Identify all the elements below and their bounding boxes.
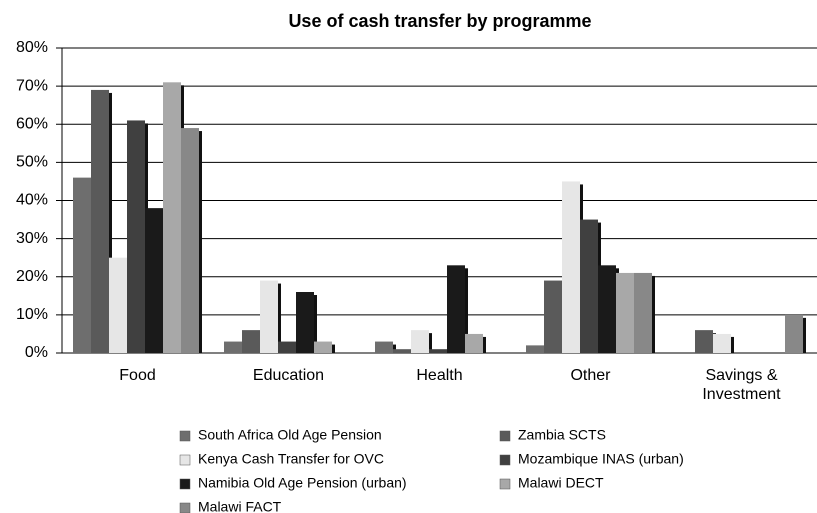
x-tick-label: Education <box>252 367 325 384</box>
bar <box>616 272 634 353</box>
bar <box>73 177 91 353</box>
legend-label: Malawi DECT <box>518 475 604 491</box>
y-tick-label: 30% <box>16 230 48 247</box>
bar <box>580 219 598 353</box>
bar <box>375 341 393 353</box>
bar <box>526 345 544 353</box>
bar <box>429 349 447 353</box>
legend-label: Malawi FACT <box>198 499 282 513</box>
legend-swatch <box>499 478 511 490</box>
bar <box>465 333 483 353</box>
x-tick-label: Food <box>119 367 156 384</box>
bar <box>91 89 109 353</box>
bar <box>296 292 314 353</box>
bar <box>260 280 278 353</box>
bar <box>447 265 465 353</box>
y-tick-label: 60% <box>16 115 48 132</box>
y-tick-label: 70% <box>16 77 48 94</box>
chart-title: Use of cash transfer by programme <box>288 11 591 31</box>
legend-label: Mozambique INAS (urban) <box>518 451 684 467</box>
bar <box>127 120 145 353</box>
bar <box>314 341 332 353</box>
bar <box>695 330 713 353</box>
bar <box>181 128 199 353</box>
bar <box>224 341 242 353</box>
legend-swatch <box>499 430 511 442</box>
y-tick-label: 40% <box>16 192 48 209</box>
legend-swatch <box>179 478 191 490</box>
x-tick-label: Other <box>570 367 611 384</box>
bar <box>562 181 580 353</box>
bar <box>634 272 652 353</box>
bar <box>544 280 562 353</box>
legend-swatch <box>499 454 511 466</box>
y-tick-label: 20% <box>16 268 48 285</box>
legend-label: Kenya Cash Transfer for OVC <box>198 451 384 467</box>
legend-swatch <box>179 430 191 442</box>
y-tick-label: 0% <box>25 344 48 361</box>
bar <box>411 330 429 353</box>
legend-swatch <box>179 454 191 466</box>
bar <box>163 82 181 353</box>
x-tick-label: Savings & Investment <box>702 367 781 403</box>
x-tick-label: Health <box>416 367 463 384</box>
legend-swatch <box>179 502 191 513</box>
bar <box>785 314 803 353</box>
y-tick-label: 80% <box>16 39 48 56</box>
bar <box>109 257 127 353</box>
legend-label: Namibia Old Age Pension (urban) <box>198 475 407 491</box>
bar <box>242 330 260 353</box>
bar <box>145 208 163 353</box>
bar <box>278 341 296 353</box>
y-tick-label: 50% <box>16 154 48 171</box>
y-tick-label: 10% <box>16 306 48 323</box>
legend-label: Zambia SCTS <box>518 427 606 443</box>
legend-label: South Africa Old Age Pension <box>198 427 382 443</box>
bar <box>713 333 731 353</box>
bar <box>393 349 411 353</box>
bar <box>598 265 616 353</box>
